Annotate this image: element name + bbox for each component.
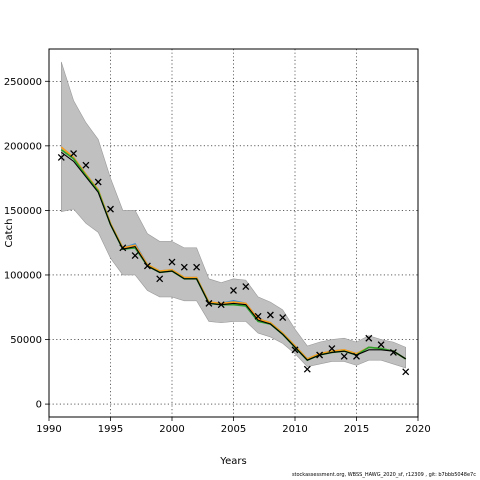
y-tick-label: 150000 [4, 206, 42, 217]
y-tick-label: 0 [36, 400, 42, 411]
observed-point [205, 299, 213, 307]
observed-point [242, 283, 250, 291]
observed-point [82, 161, 90, 169]
observed-point [70, 150, 78, 158]
confidence-band [61, 61, 406, 369]
x-tick-label: 1990 [36, 424, 61, 435]
x-tick-label: 2010 [282, 424, 307, 435]
observed-point [143, 262, 151, 270]
observed-point [94, 178, 102, 186]
observed-point [230, 287, 237, 294]
observed-point [156, 275, 164, 283]
observed-point [131, 252, 139, 260]
observed-point [180, 263, 188, 271]
observed-point [303, 365, 311, 373]
observed-point [402, 368, 410, 376]
observed-point [353, 352, 360, 360]
observed-point [389, 348, 397, 356]
x-axis-ticks: 1990 1995 2000 2005 2010 2015 2020 [36, 417, 431, 435]
observed-point [193, 263, 201, 271]
observed-point [107, 205, 114, 213]
observed-point [119, 244, 127, 252]
x-tick-label: 2000 [159, 424, 184, 435]
x-tick-label: 2020 [405, 424, 430, 435]
observed-point [328, 345, 336, 353]
y-tick-label: 250000 [4, 77, 42, 88]
x-tick-label: 2005 [221, 424, 246, 435]
y-tick-label: 50000 [10, 335, 42, 346]
x-axis-title: Years [219, 456, 246, 467]
x-tick-label: 1995 [98, 424, 123, 435]
observed-point [168, 258, 176, 266]
footer-credit: stockassessment.org, WBSS_HAWG_2020_sf, … [291, 472, 476, 478]
observed-point [217, 301, 225, 309]
observed-point [266, 311, 274, 319]
series-line-black [60, 151, 406, 361]
grid-lines [48, 49, 419, 417]
observed-point [316, 351, 324, 359]
observed-point [365, 334, 373, 342]
observed-point [279, 314, 287, 322]
y-axis-title: Catch [4, 219, 15, 248]
y-tick-label: 100000 [4, 270, 42, 281]
observed-point [254, 312, 262, 320]
observed-point [57, 154, 65, 161]
series-lines [60, 146, 407, 362]
y-tick-label: 200000 [4, 141, 42, 152]
y-axis-ticks: 0 50000 100000 150000 200000 250000 [4, 77, 49, 411]
observed-point [340, 352, 348, 360]
observed-points [57, 150, 410, 376]
x-tick-label: 2015 [344, 424, 369, 435]
observed-point [291, 346, 299, 354]
observed-point [377, 341, 385, 349]
